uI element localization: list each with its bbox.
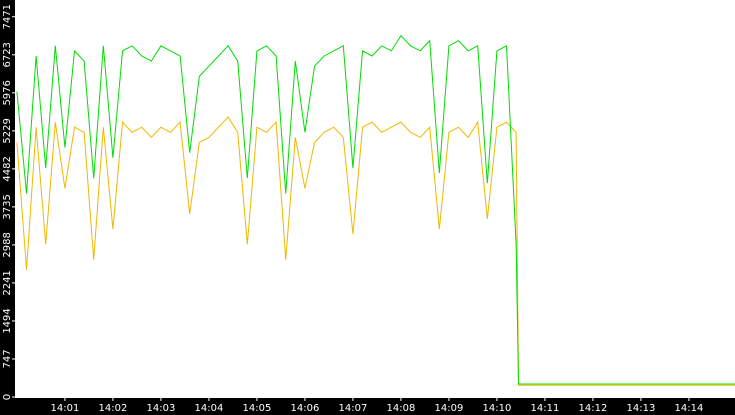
y-tick-label: 7471 [2, 4, 13, 29]
y-tick-label: 4482 [2, 156, 13, 181]
x-tick-label: 14:09 [435, 403, 464, 414]
y-tick-label: 0 [2, 394, 13, 400]
x-tick-label: 14:05 [243, 403, 272, 414]
x-tick-label: 14:07 [339, 403, 368, 414]
x-tick-label: 14:08 [387, 403, 416, 414]
y-tick-label: 747 [2, 349, 13, 368]
x-tick-label: 14:12 [579, 403, 608, 414]
y-axis-bar [0, 0, 15, 415]
x-tick-label: 14:03 [147, 403, 176, 414]
x-tick-label: 14:11 [531, 403, 560, 414]
series-line [16, 34, 735, 385]
x-tick-label: 14:06 [291, 403, 320, 414]
x-tick-label: 14:01 [51, 403, 80, 414]
x-tick-label: 14:14 [675, 403, 704, 414]
y-tick-label: 3735 [2, 194, 13, 219]
y-tick-label: 5229 [2, 118, 13, 143]
y-tick-label: 6723 [2, 42, 13, 67]
x-tick-label: 14:10 [483, 403, 512, 414]
x-axis-bar [0, 398, 735, 415]
x-tick-label: 14:02 [99, 403, 128, 414]
y-tick-label: 2241 [2, 270, 13, 295]
y-tick-label: 1494 [2, 308, 13, 333]
x-tick-label: 14:04 [195, 403, 224, 414]
series-line [16, 116, 735, 386]
x-tick-label: 14:13 [627, 403, 656, 414]
y-tick-label: 2988 [2, 232, 13, 257]
y-tick-label: 5976 [2, 80, 13, 105]
